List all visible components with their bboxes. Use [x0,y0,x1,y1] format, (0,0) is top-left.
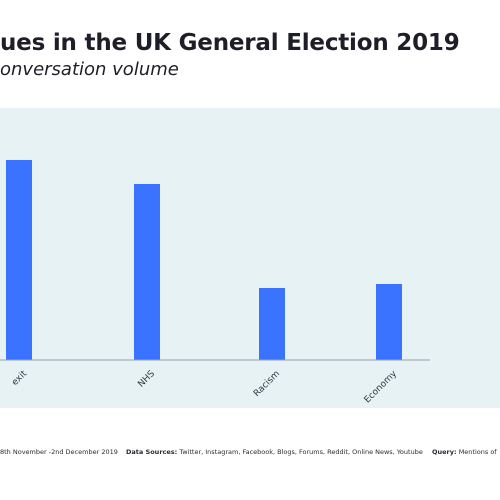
x-tick-label-exit: exit [10,369,29,388]
footer-query-value: Mentions of [458,448,497,456]
x-tick-label-racism: Racism [252,369,282,399]
bar-economy [376,284,402,360]
footer-query: Query: Mentions of [432,448,497,456]
bar-exit [6,160,32,360]
plot-background [0,108,500,408]
footer-sources-value: Twitter, Instagram, Facebook, Blogs, For… [179,448,423,456]
chart-title: ues in the UK General Election 2019 [0,30,460,56]
footer: 8th November -2nd December 2019 Data Sou… [0,448,500,462]
footer-sources-label: Data Sources: [126,448,178,456]
footer-date-range: 8th November -2nd December 2019 [0,448,118,456]
chart-subtitle: onversation volume [0,59,179,80]
footer-sources: Data Sources: Twitter, Instagram, Facebo… [126,448,423,456]
footer-query-label: Query: [432,448,457,456]
x-tick-label-nhs: NHS [136,369,157,390]
bar-nhs [134,184,160,360]
x-tick-label-economy: Economy [363,369,400,406]
bar-racism [259,288,285,360]
